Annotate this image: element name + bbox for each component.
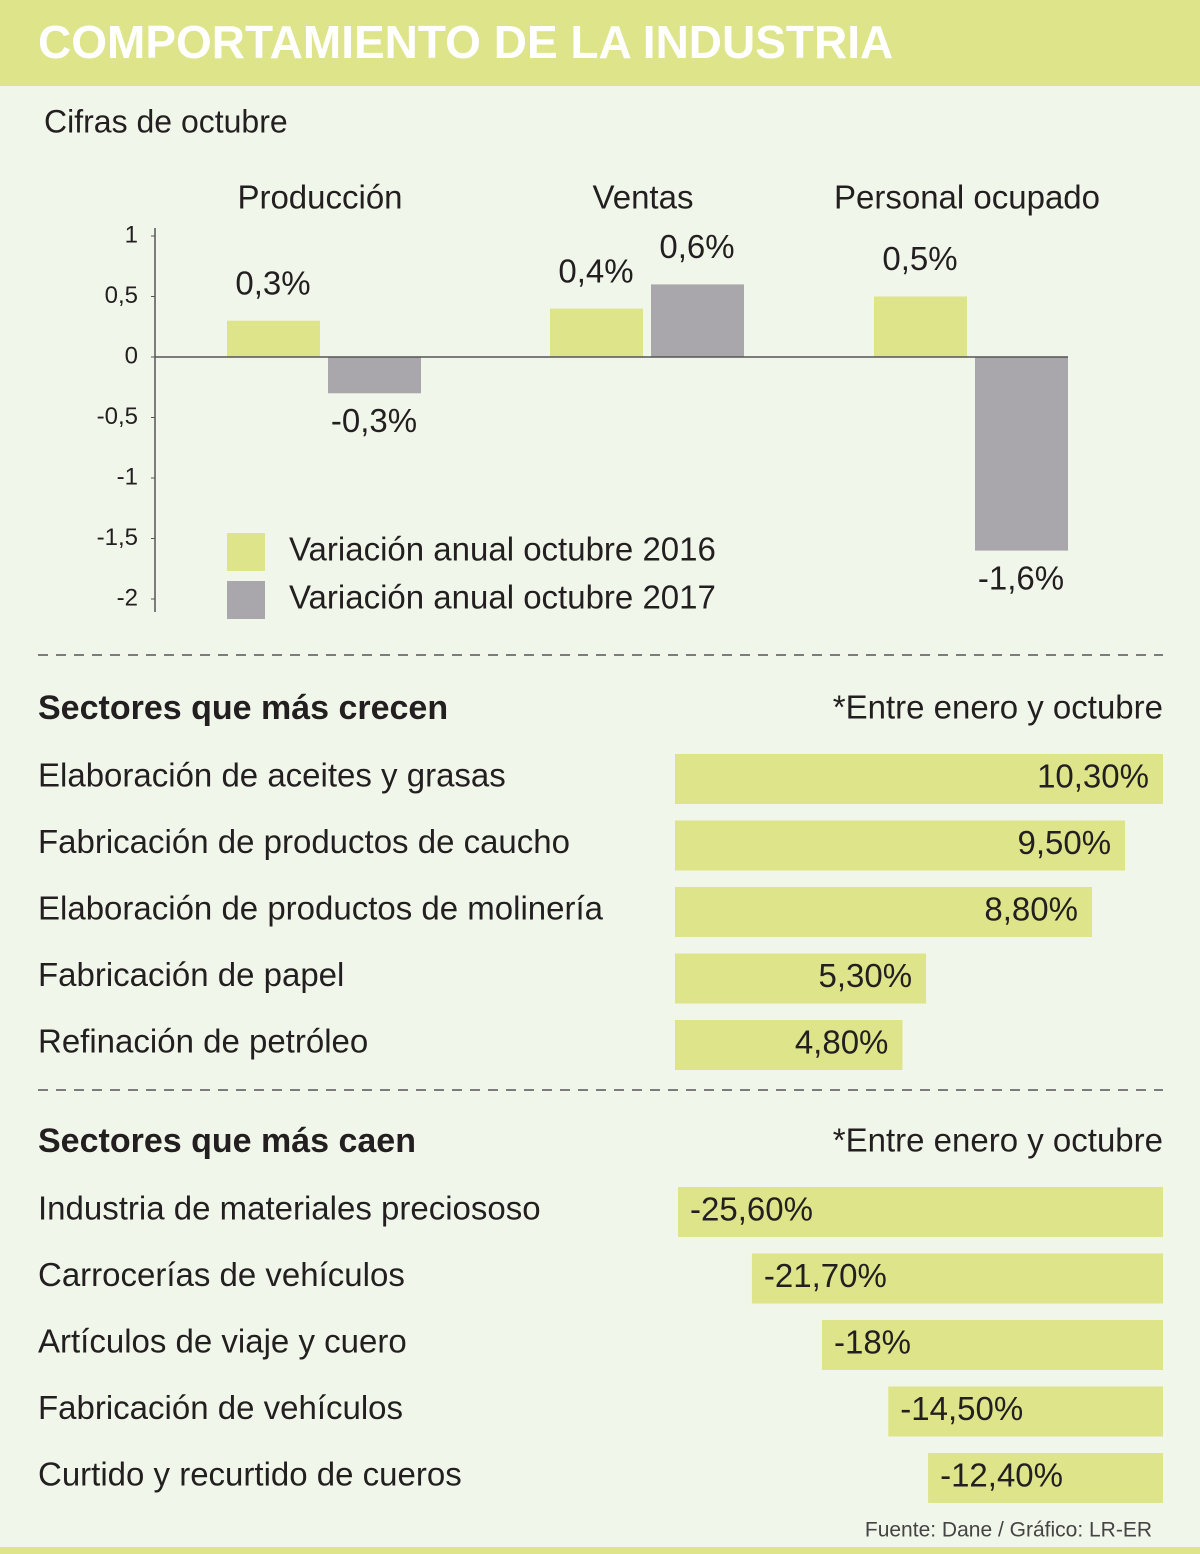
value-label: 0,6% bbox=[659, 228, 734, 265]
legend-label: Variación anual octubre 2017 bbox=[289, 579, 716, 616]
bar bbox=[675, 754, 1163, 804]
legend-swatch bbox=[227, 581, 265, 619]
value-label: -25,60% bbox=[690, 1191, 813, 1228]
category-label: Ventas bbox=[593, 179, 694, 216]
category-label: Artículos de viaje y cuero bbox=[38, 1323, 407, 1360]
category-label: Personal ocupado bbox=[834, 179, 1100, 216]
bar bbox=[675, 820, 1126, 871]
y-tick-label: 0,5 bbox=[105, 282, 138, 309]
category-label: Elaboración de aceites y grasas bbox=[38, 757, 506, 794]
bar bbox=[328, 357, 421, 394]
y-tick-label: -1,5 bbox=[97, 524, 138, 551]
value-label: 5,30% bbox=[819, 957, 913, 994]
category-label: Elaboración de productos de molinería bbox=[38, 890, 604, 927]
category-label: Industria de materiales preciososo bbox=[38, 1190, 541, 1227]
legend-label: Variación anual octubre 2016 bbox=[289, 531, 716, 568]
category-label: Fabricación de papel bbox=[38, 956, 344, 993]
section-title: Sectores que más caen bbox=[38, 1122, 416, 1160]
value-label: 9,50% bbox=[1018, 824, 1112, 861]
y-tick-label: -1 bbox=[117, 463, 138, 490]
bar bbox=[751, 1253, 1163, 1304]
bar bbox=[678, 1187, 1163, 1237]
bar bbox=[888, 1386, 1163, 1437]
value-label: 4,80% bbox=[795, 1024, 889, 1061]
source: Fuente: Dane / Gráfico: LR-ER bbox=[865, 1519, 1152, 1542]
category-label: Fabricación de vehículos bbox=[38, 1389, 403, 1426]
category-label: Fabricación de productos de caucho bbox=[38, 823, 570, 860]
footer-bar bbox=[0, 1547, 1200, 1554]
bar bbox=[874, 296, 967, 357]
bar bbox=[675, 1020, 903, 1070]
bar bbox=[821, 1320, 1163, 1370]
legend-swatch bbox=[227, 533, 265, 571]
section-note: *Entre enero y octubre bbox=[833, 689, 1163, 726]
value-label: -1,6% bbox=[978, 559, 1064, 596]
bar bbox=[928, 1453, 1163, 1503]
value-label: -0,3% bbox=[331, 402, 417, 439]
header-bar bbox=[0, 0, 1200, 86]
value-label: 0,5% bbox=[882, 240, 957, 277]
chart-subtitle: Cifras de octubre bbox=[44, 103, 288, 139]
section-note: *Entre enero y octubre bbox=[833, 1122, 1163, 1159]
value-label: 0,3% bbox=[235, 264, 310, 301]
category-label: Carrocerías de vehículos bbox=[38, 1256, 405, 1293]
category-label: Curtido y recurtido de cueros bbox=[38, 1456, 462, 1493]
bar bbox=[675, 887, 1092, 937]
value-label: -12,40% bbox=[940, 1457, 1063, 1494]
section-title: Sectores que más crecen bbox=[38, 689, 448, 727]
value-label: 0,4% bbox=[558, 252, 633, 289]
y-tick-label: 1 bbox=[125, 221, 138, 248]
category-label: Refinación de petróleo bbox=[38, 1023, 368, 1060]
page-title: COMPORTAMIENTO DE LA INDUSTRIA bbox=[38, 16, 893, 68]
y-tick-label: -0,5 bbox=[97, 403, 138, 430]
bar bbox=[550, 308, 643, 357]
value-label: 10,30% bbox=[1037, 758, 1149, 795]
value-label: 8,80% bbox=[984, 891, 1078, 928]
value-label: -21,70% bbox=[764, 1257, 887, 1294]
y-tick-label: -2 bbox=[117, 584, 138, 611]
category-label: Producción bbox=[237, 179, 402, 216]
value-label: -18% bbox=[834, 1324, 911, 1361]
bar bbox=[227, 320, 320, 357]
value-label: -14,50% bbox=[900, 1390, 1023, 1427]
y-tick-label: 0 bbox=[125, 342, 138, 369]
bar bbox=[651, 284, 744, 357]
bar bbox=[975, 357, 1068, 551]
bar bbox=[675, 953, 927, 1004]
